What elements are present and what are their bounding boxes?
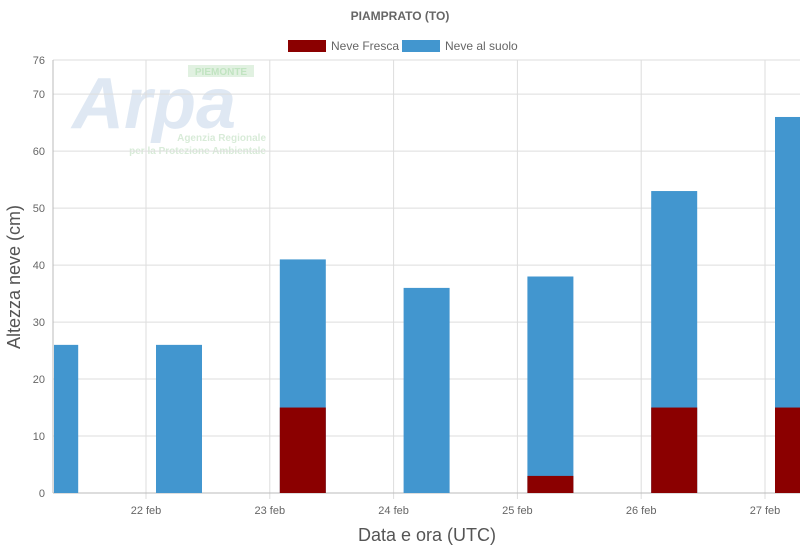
bar-neve-al-suolo-22-feb[interactable] <box>156 344 202 493</box>
x-tick-label: 26 feb <box>626 505 657 517</box>
bar-neve-fresca-25-feb[interactable] <box>527 475 574 493</box>
y-tick-label: 50 <box>33 203 45 215</box>
y-tick-label: 0 <box>39 488 45 500</box>
y-tick-label: 70 <box>33 89 45 101</box>
bar-neve-fresca-26-feb[interactable] <box>651 407 698 493</box>
bars <box>54 116 800 494</box>
y-tick-label: 20 <box>33 374 45 386</box>
watermark-region-text: PIEMONTE <box>195 67 248 78</box>
y-axis-title: Altezza neve (cm) <box>4 205 24 349</box>
x-axis-title: Data e ora (UTC) <box>358 525 496 545</box>
y-axis-ticks: 0 10 20 30 40 50 60 70 76 <box>33 55 45 500</box>
bar-neve-fresca-23-feb[interactable] <box>279 407 326 493</box>
legend-swatch-neve-fresca <box>288 40 326 52</box>
bar-neve-al-suolo-25-feb[interactable] <box>527 276 574 494</box>
legend-label-neve-fresca: Neve Fresca <box>331 39 399 53</box>
y-tick-label: 30 <box>33 317 45 329</box>
legend: Neve Fresca Neve al suolo <box>288 39 518 53</box>
x-tick-label: 24 feb <box>378 505 409 517</box>
x-axis-ticks: 22 feb 23 feb 24 feb 25 feb 26 feb 27 feb <box>131 505 781 517</box>
legend-swatch-neve-al-suolo <box>402 40 440 52</box>
y-tick-label: 40 <box>33 260 45 272</box>
watermark-line1: Agenzia Regionale <box>177 133 266 144</box>
bar-neve-fresca-27-feb[interactable] <box>775 407 800 493</box>
y-tick-label: 60 <box>33 146 45 158</box>
x-tick-label: 27 feb <box>750 505 781 517</box>
x-tick-label: 23 feb <box>255 505 286 517</box>
watermark-logo-text: Arpa <box>70 64 236 144</box>
chart-title: PIAMPRATO (TO) <box>351 9 450 23</box>
bar-neve-al-suolo-21-feb[interactable] <box>54 344 79 493</box>
x-tick-label: 22 feb <box>131 505 162 517</box>
arpa-watermark-logo: Arpa PIEMONTE Agenzia Regionale per la P… <box>70 64 266 157</box>
legend-label-neve-al-suolo: Neve al suolo <box>445 39 518 53</box>
x-tick-label: 25 feb <box>502 505 533 517</box>
y-tick-label: 76 <box>33 55 45 67</box>
legend-item-neve-al-suolo[interactable]: Neve al suolo <box>402 39 518 53</box>
bar-neve-al-suolo-24-feb[interactable] <box>403 287 450 493</box>
legend-item-neve-fresca[interactable]: Neve Fresca <box>288 39 399 53</box>
y-tick-label: 10 <box>33 431 45 443</box>
